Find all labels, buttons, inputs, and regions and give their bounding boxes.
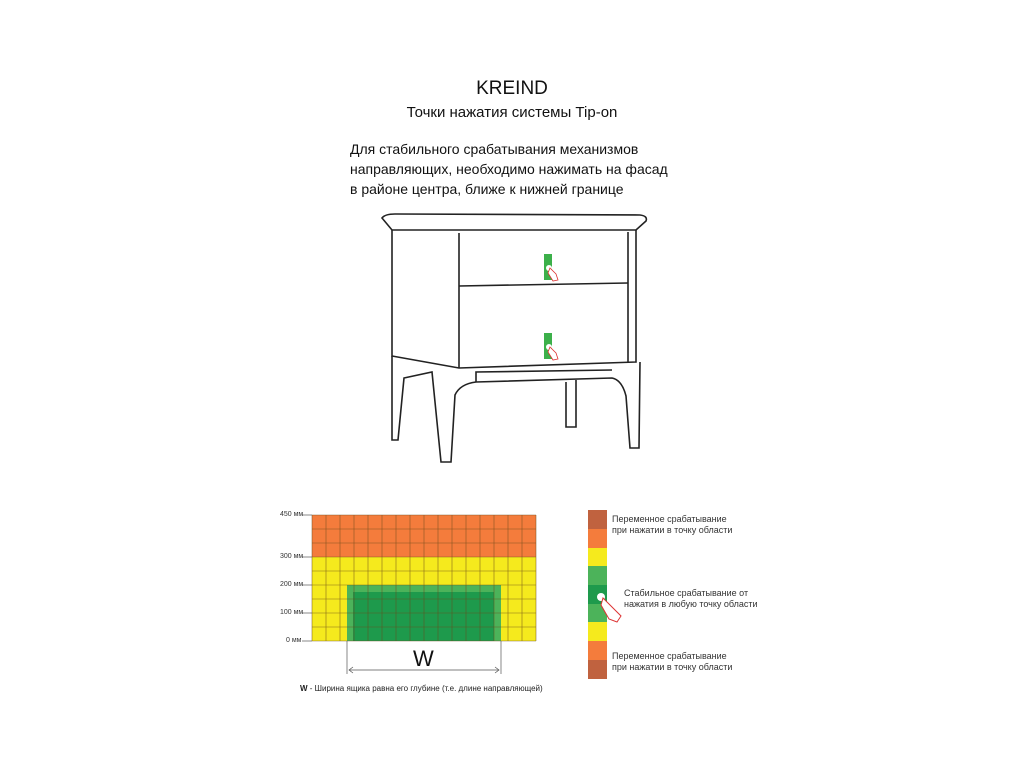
legend-variable-bottom: Переменное срабатывание при нажатии в то… [612, 651, 732, 673]
legend-line: при нажатии в точку области [612, 662, 733, 672]
legend-strip [588, 510, 622, 679]
press-zone-grid [302, 514, 537, 674]
y-tick: 200 мм [280, 581, 304, 588]
brand-title: KREIND [476, 78, 548, 99]
width-label: W [413, 646, 434, 671]
instruction-text: Для стабильного срабатывания механизмов … [350, 139, 710, 199]
y-tick: 0 мм [286, 637, 302, 644]
press-point-upper [544, 254, 559, 282]
legend-variable-top: Переменное срабатывание при нажатии в то… [612, 514, 732, 536]
note-symbol: W [300, 684, 308, 693]
legend-stable: Стабильное срабатывание от нажатия в люб… [624, 588, 758, 610]
legend-line: нажатия в любую точку области [624, 599, 758, 609]
note-text: - Ширина ящика равна его глубине (т.е. д… [307, 684, 543, 693]
page-subtitle: Точки нажатия системы Tip-on [406, 104, 618, 121]
zone-stable [353, 592, 494, 641]
press-point-lower [544, 333, 559, 361]
nightstand-outline [380, 213, 648, 463]
instruction-line: направляющих, необходимо нажимать на фас… [350, 161, 668, 177]
legend-line: при нажатии в точку области [612, 525, 733, 535]
y-tick: 300 мм [280, 553, 304, 560]
width-note: W - Ширина ящика равна его глубине (т.е.… [300, 684, 543, 693]
legend-line: Переменное срабатывание [612, 651, 727, 661]
y-tick: 450 мм [280, 511, 304, 518]
instruction-line: Для стабильного срабатывания механизмов [350, 141, 639, 157]
y-tick: 100 мм [280, 609, 304, 616]
instruction-line: в районе центра, ближе к нижней границе [350, 181, 624, 197]
legend-line: Переменное срабатывание [612, 514, 727, 524]
legend-line: Стабильное срабатывание от [624, 588, 749, 598]
